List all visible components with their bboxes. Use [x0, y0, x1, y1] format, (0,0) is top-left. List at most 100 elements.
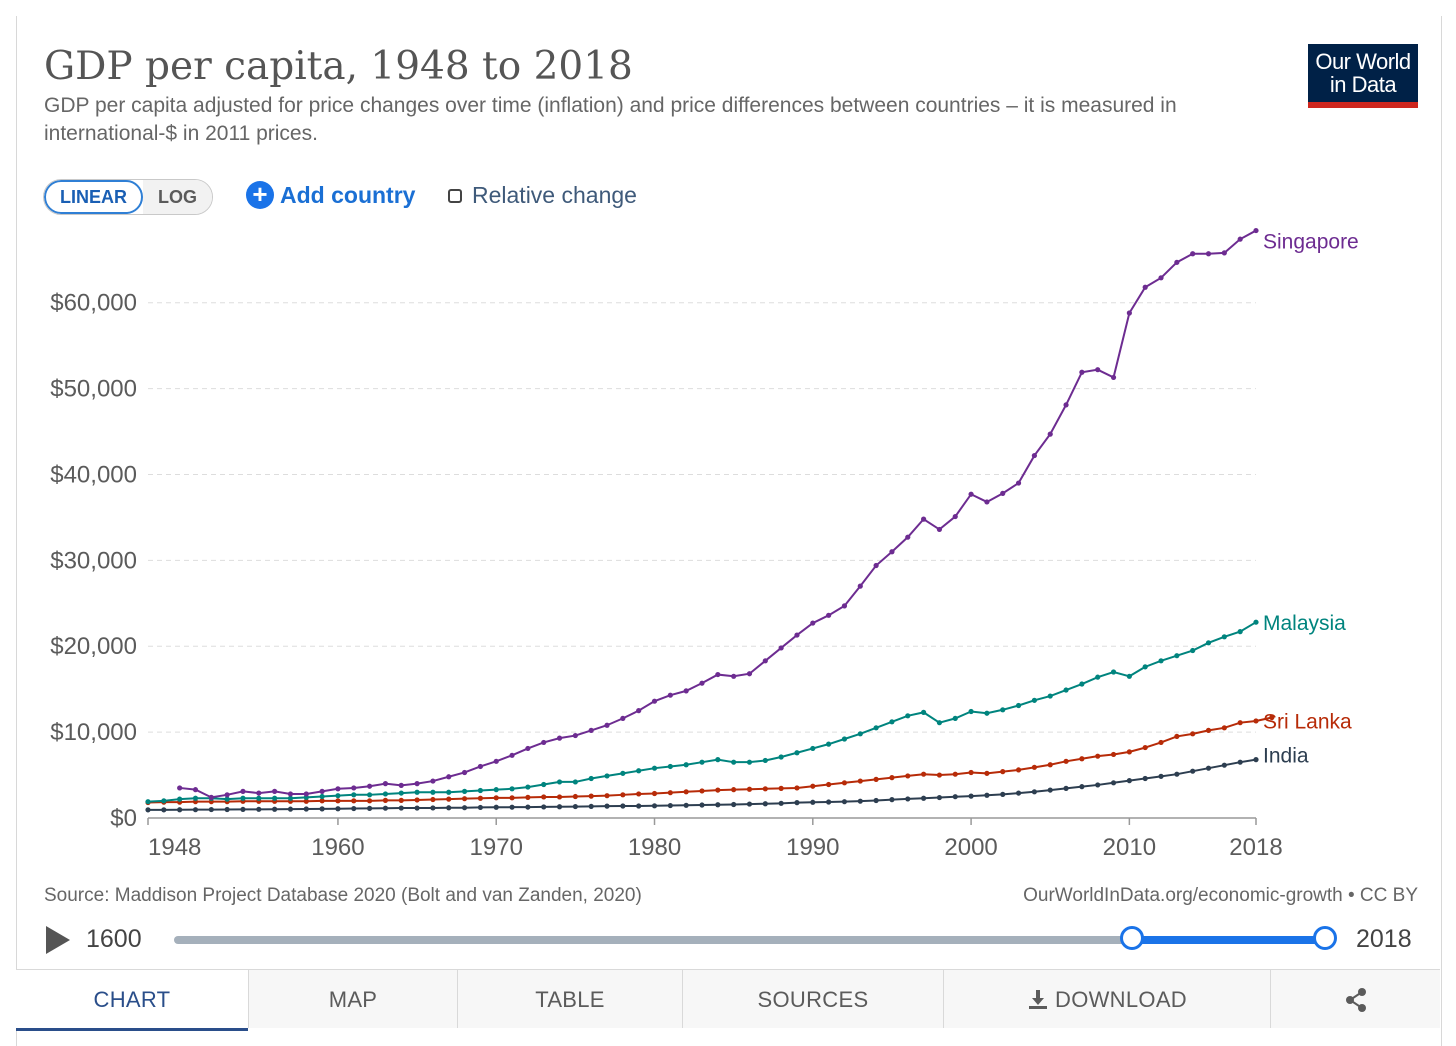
data-point [1000, 791, 1006, 797]
tab-map[interactable]: MAP [248, 970, 457, 1028]
data-point [1253, 619, 1259, 625]
data-point [556, 794, 563, 800]
data-point [1190, 768, 1196, 774]
data-point [1126, 749, 1132, 755]
relative-change-label: Relative change [472, 182, 637, 208]
data-point [762, 786, 768, 792]
tab-bar: CHART MAP TABLE SOURCES DOWNLOAD [16, 969, 1440, 1031]
tab-sources[interactable]: SOURCES [682, 970, 943, 1028]
series-label: India [1263, 745, 1309, 768]
data-point [746, 759, 753, 765]
data-point [715, 787, 721, 793]
series-line [147, 621, 1257, 803]
x-tick-label: 1990 [786, 834, 839, 861]
series-line [179, 229, 1257, 799]
data-point [636, 708, 642, 714]
data-point [1269, 714, 1275, 721]
data-point [731, 673, 737, 679]
data-point [382, 781, 389, 787]
data-point [699, 759, 705, 765]
timeline-end-handle[interactable] [1313, 926, 1337, 950]
data-point [968, 769, 974, 776]
data-point [240, 788, 246, 794]
tab-download[interactable]: DOWNLOAD [943, 970, 1270, 1028]
data-point [1095, 367, 1101, 373]
license-link[interactable]: OurWorldInData.org/economic-growth • CC … [1023, 885, 1418, 906]
plus-circle-icon: + [246, 181, 274, 209]
data-point [810, 799, 816, 805]
data-point [272, 795, 278, 801]
data-point [1047, 762, 1053, 768]
data-point [572, 803, 578, 810]
data-point [1000, 707, 1006, 713]
x-axis: 1948 1960 1970 1980 1990 2000 2010 2018 [147, 817, 1283, 861]
data-point [1174, 259, 1180, 265]
data-point [762, 757, 768, 764]
relative-change-checkbox[interactable] [448, 188, 462, 203]
data-point [889, 775, 895, 781]
data-point [651, 790, 658, 797]
data-point [367, 783, 373, 789]
tab-share[interactable] [1270, 970, 1440, 1028]
data-point [1253, 227, 1259, 234]
data-point [572, 793, 578, 800]
data-point [461, 805, 468, 811]
data-point [541, 781, 547, 788]
data-point [493, 795, 499, 801]
data-point [826, 799, 832, 805]
data-point [1174, 653, 1180, 659]
tab-table[interactable]: TABLE [457, 970, 682, 1028]
data-point [810, 620, 816, 626]
data-point [651, 803, 658, 809]
data-point [699, 788, 705, 794]
timeline-start-label: 1600 [86, 925, 142, 953]
tab-chart[interactable]: CHART [16, 970, 248, 1031]
relative-change-toggle[interactable]: Relative change [448, 182, 637, 209]
data-point [161, 798, 167, 804]
add-country-button[interactable]: + Add country [246, 181, 415, 209]
data-point [746, 801, 753, 807]
data-point [1253, 718, 1259, 724]
data-point [1126, 673, 1132, 679]
data-point [715, 757, 721, 763]
data-point [936, 772, 943, 778]
data-point [636, 791, 642, 797]
x-tick-label: 2018 [1229, 834, 1282, 861]
log-button[interactable]: LOG [143, 180, 212, 214]
line-chart: $0 $10,000 $20,000 $30,000 $40,000 $50,000 $60… [50, 227, 1359, 861]
data-point [525, 804, 531, 810]
data-point [1205, 251, 1212, 257]
timeline-selected-range [1133, 936, 1326, 944]
data-point [256, 790, 262, 796]
data-point [1047, 787, 1053, 793]
grid-lines [148, 302, 1256, 733]
y-tick-label: $20,000 [50, 633, 137, 660]
data-point [477, 795, 483, 801]
data-point [651, 698, 658, 704]
data-point [667, 692, 673, 698]
chart-subtitle: GDP per capita adjusted for price change… [44, 94, 1177, 145]
data-point [367, 805, 373, 811]
data-point [667, 763, 673, 770]
data-point [161, 807, 167, 813]
data-point [1205, 727, 1212, 734]
series-line [147, 716, 1273, 804]
play-icon[interactable] [46, 926, 70, 954]
data-point [921, 709, 927, 715]
data-point [1015, 702, 1022, 709]
data-point [1221, 762, 1227, 768]
tab-download-label: DOWNLOAD [1055, 987, 1187, 1012]
data-point [493, 787, 499, 793]
data-point [952, 513, 958, 520]
data-point [857, 731, 863, 737]
data-point [1110, 669, 1117, 675]
data-point [588, 775, 594, 782]
data-point [541, 804, 547, 810]
data-point [335, 798, 341, 804]
linear-button[interactable]: LINEAR [44, 180, 143, 214]
timeline-slider[interactable] [174, 926, 1337, 950]
x-tick-label: 1960 [311, 834, 364, 861]
owid-logo[interactable]: Our World in Data [1308, 44, 1418, 108]
data-point [287, 806, 294, 812]
timeline-start-handle[interactable] [1120, 926, 1145, 950]
